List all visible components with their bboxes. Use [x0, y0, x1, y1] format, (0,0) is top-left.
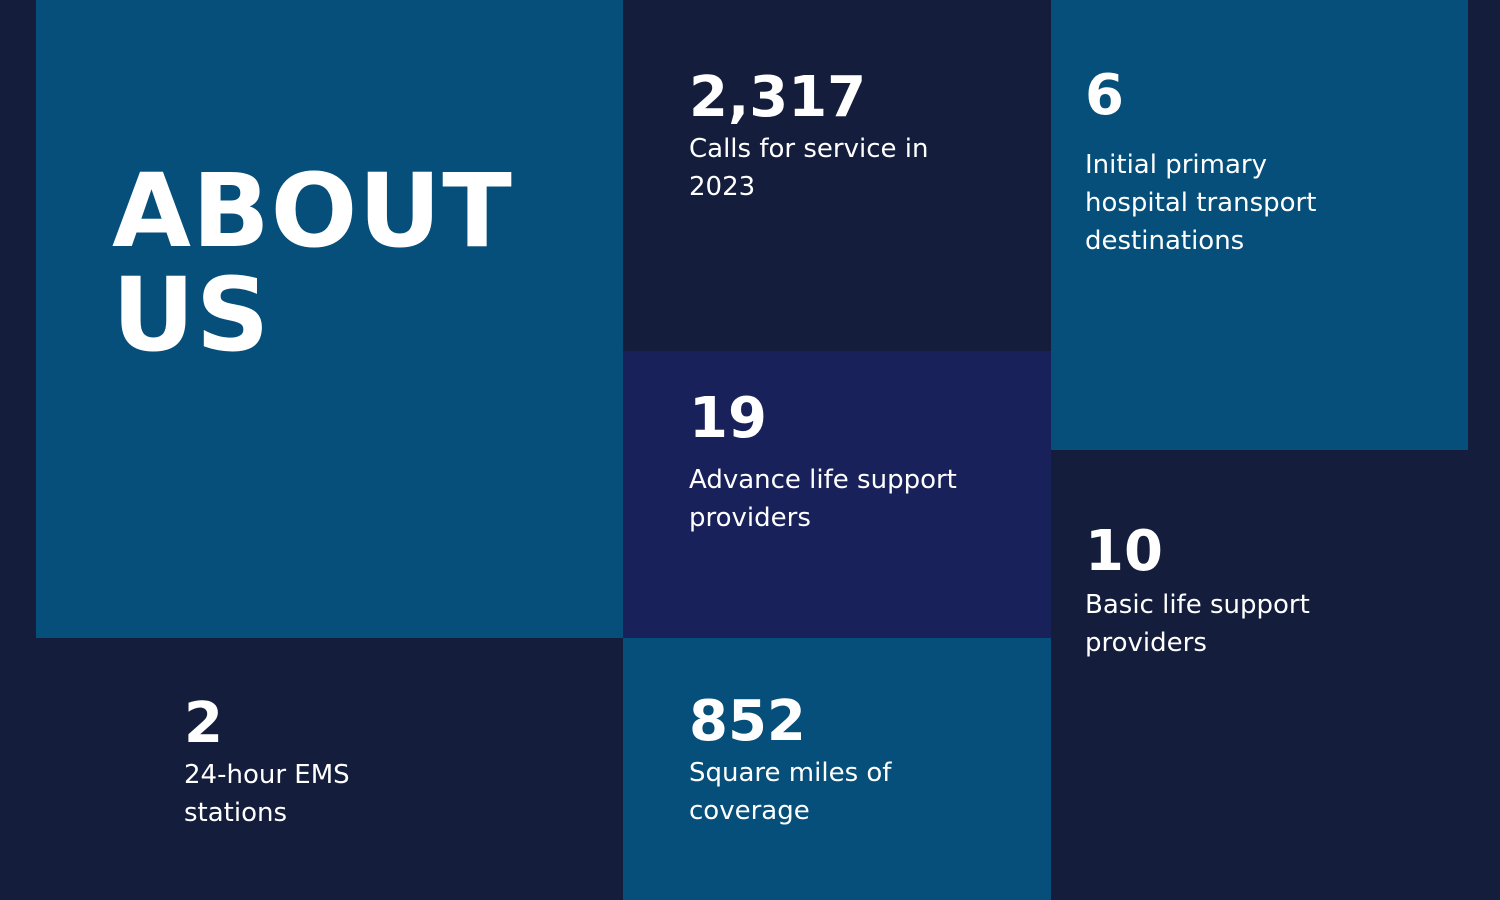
- destinations-stat: 6 Initial primary hospital transport des…: [1085, 66, 1316, 260]
- coverage-label-line-1: Square miles of: [689, 758, 892, 788]
- calls-label-line-2: 2023: [689, 172, 756, 202]
- bls-label-line-1: Basic life support: [1085, 590, 1310, 620]
- destinations-number: 6: [1085, 63, 1124, 128]
- als-label-line-2: providers: [689, 503, 811, 533]
- calls-label-line-1: Calls for service in: [689, 134, 929, 164]
- bls-stat: 10 Basic life support providers: [1085, 522, 1310, 662]
- coverage-number: 852: [689, 689, 806, 754]
- als-number: 19: [689, 386, 767, 451]
- destinations-stat-panel: 6 Initial primary hospital transport des…: [1051, 0, 1468, 450]
- coverage-stat-panel: 852 Square miles of coverage: [623, 638, 1051, 900]
- bls-stat-panel: 10 Basic life support providers: [1051, 450, 1468, 900]
- coverage-stat: 852 Square miles of coverage: [689, 692, 891, 830]
- als-label-line-1: Advance life support: [689, 465, 957, 495]
- about-title-line-2: US: [112, 256, 271, 375]
- stations-stat-panel: 2 24-hour EMS stations: [36, 638, 623, 900]
- stations-stat: 2 24-hour EMS stations: [184, 694, 350, 832]
- stations-number: 2: [184, 691, 223, 756]
- calls-stat: 2,317 Calls for service in 2023: [689, 68, 928, 206]
- coverage-label-line-2: coverage: [689, 796, 810, 826]
- about-title-line-1: ABOUT: [112, 152, 513, 271]
- destinations-label-line-2: hospital transport: [1085, 188, 1317, 218]
- calls-stat-panel: 2,317 Calls for service in 2023: [623, 0, 1051, 351]
- destinations-label-line-3: destinations: [1085, 226, 1245, 256]
- calls-number: 2,317: [689, 65, 867, 130]
- destinations-label-line-1: Initial primary: [1085, 150, 1267, 180]
- als-stat-panel: 19 Advance life support providers: [623, 351, 1051, 638]
- stations-label-line-2: stations: [184, 798, 288, 828]
- bls-number: 10: [1085, 519, 1163, 584]
- als-stat: 19 Advance life support providers: [689, 389, 957, 537]
- about-us-title: ABOUT US: [112, 160, 513, 368]
- stations-label-line-1: 24-hour EMS: [184, 760, 350, 790]
- about-us-panel: ABOUT US: [36, 0, 623, 638]
- bls-label-line-2: providers: [1085, 628, 1207, 658]
